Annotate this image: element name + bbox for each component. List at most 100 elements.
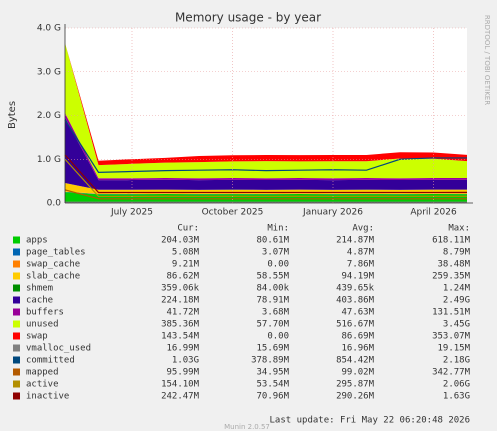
legend-stat: 0.00 <box>267 332 289 342</box>
legend-stat: 8.79M <box>443 248 471 258</box>
legend-stat: 47.63M <box>341 308 374 318</box>
legend-stat: 342.77M <box>432 368 471 378</box>
area <box>65 191 467 195</box>
legend-label: vmalloc_used <box>26 344 91 354</box>
footer: Munin 2.0.57 <box>224 423 270 431</box>
legend-header: Min: <box>267 224 289 234</box>
legend-swatch <box>13 284 20 292</box>
line <box>64 119 467 173</box>
legend-stat: 5.08M <box>172 248 200 258</box>
legend-stat: 70.96M <box>256 392 289 402</box>
legend-swatch <box>13 380 20 388</box>
legend-swatch <box>13 308 20 316</box>
side-text: RRDTOOL / TOBI OETIKER <box>483 15 491 105</box>
legend-stat: 385.36M <box>161 320 200 330</box>
legend-stat: 854.42M <box>336 356 375 366</box>
legend-swatch <box>13 296 20 304</box>
y-axis-label: Bytes <box>7 101 18 129</box>
legend-stat: 1.03G <box>172 356 199 366</box>
legend-stat: 99.02M <box>341 368 374 378</box>
y-tick-label: 3.0 G <box>37 67 61 77</box>
legend-stat: 4.87M <box>347 248 375 258</box>
line <box>64 154 468 194</box>
legend-stat: 2.06G <box>443 380 470 390</box>
legend-stat: 2.49G <box>443 296 470 306</box>
x-tick-label: January 2026 <box>302 208 363 218</box>
legend-swatch <box>13 272 20 280</box>
legend-stat: 516.67M <box>336 320 375 330</box>
legend-label: active <box>26 380 59 390</box>
legend-label: mapped <box>26 368 59 378</box>
y-tick-label: 4.0 G <box>37 24 61 34</box>
legend-stat: 259.35M <box>432 272 471 282</box>
legend-stat: 16.99M <box>166 344 199 354</box>
legend-stat: 353.07M <box>432 332 471 342</box>
area <box>65 192 467 203</box>
legend-stat: 403.86M <box>336 296 375 306</box>
legend-header: Max: <box>448 224 470 234</box>
area <box>65 183 467 194</box>
y-tick-label: 0.0 <box>47 199 62 209</box>
legend-stat: 154.10M <box>161 380 200 390</box>
area <box>65 117 467 190</box>
legend-stat: 3.07M <box>262 248 290 258</box>
legend-stat: 80.61M <box>256 236 289 246</box>
legend-stat: 78.91M <box>256 296 289 306</box>
legend-swatch <box>13 332 20 340</box>
area <box>65 43 467 166</box>
legend-stat: 41.72M <box>166 308 199 318</box>
legend-stat: 19.15M <box>437 344 470 354</box>
legend-swatch <box>13 236 20 244</box>
legend-stat: 214.87M <box>336 236 375 246</box>
legend-stat: 86.62M <box>166 272 199 282</box>
legend-stat: 34.95M <box>256 368 289 378</box>
y-tick-label: 2.0 G <box>37 111 61 121</box>
legend-label: page_tables <box>26 248 86 258</box>
legend-label: shmem <box>26 284 53 294</box>
legend-stat: 7.86M <box>347 260 375 270</box>
legend-stat: 16.96M <box>341 344 374 354</box>
legend-header: Avg: <box>352 224 374 234</box>
line <box>64 189 468 200</box>
legend-stat: 359.06k <box>161 284 200 294</box>
legend-swatch <box>13 260 20 268</box>
y-tick-label: 1.0 G <box>37 155 61 165</box>
legend-stat: 295.87M <box>336 380 375 390</box>
legend-stat: 1.63G <box>443 392 470 402</box>
area <box>65 191 467 195</box>
legend-stat: 57.70M <box>256 320 289 330</box>
legend-stat: 290.26M <box>336 392 375 402</box>
legend-stat: 204.03M <box>161 236 200 246</box>
legend-stat: 143.54M <box>161 332 200 342</box>
legend-stat: 3.68M <box>262 308 290 318</box>
legend-label: inactive <box>26 392 69 402</box>
legend-stat: 84.00k <box>256 284 289 294</box>
legend-stat: 3.45G <box>443 320 470 330</box>
last-update: Last update: Fri May 22 06:20:48 2026 <box>270 416 470 426</box>
chart-title: Memory usage - by year <box>175 11 321 25</box>
legend-stat: 242.47M <box>161 392 200 402</box>
legend-label: unused <box>26 320 59 330</box>
legend-swatch <box>13 368 20 376</box>
legend-stat: 439.65k <box>336 284 375 294</box>
legend-label: apps <box>26 236 48 246</box>
x-tick-label: July 2025 <box>110 208 153 218</box>
legend-header: Cur: <box>177 224 199 234</box>
legend-label: committed <box>26 356 75 366</box>
legend-stat: 1.24M <box>443 284 471 294</box>
legend-stat: 58.55M <box>256 272 289 282</box>
legend-stat: 86.69M <box>341 332 374 342</box>
x-tick-label: April 2026 <box>410 208 457 218</box>
legend-stat: 95.99M <box>166 368 199 378</box>
legend-stat: 2.18G <box>443 356 470 366</box>
legend-swatch <box>13 356 20 364</box>
legend-swatch <box>13 320 20 328</box>
legend-label: buffers <box>26 308 64 318</box>
legend-swatch <box>13 392 20 400</box>
legend-swatch <box>13 248 20 256</box>
area <box>65 43 467 179</box>
legend-stat: 53.54M <box>256 380 289 390</box>
legend-stat: 378.89M <box>251 356 290 366</box>
legend-stat: 15.69M <box>256 344 289 354</box>
